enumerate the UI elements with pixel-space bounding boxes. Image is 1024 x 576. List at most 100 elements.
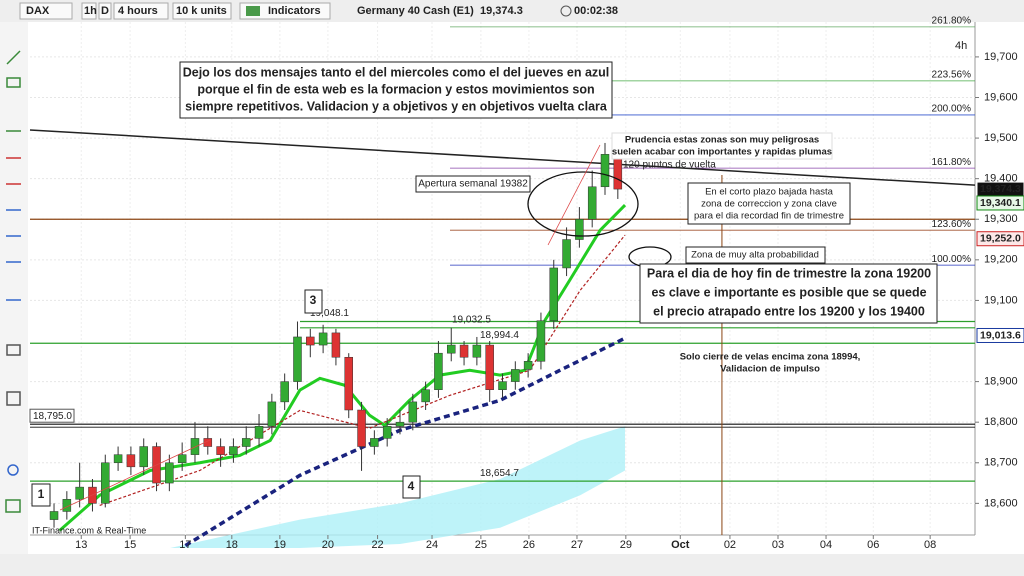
candle-body bbox=[101, 462, 110, 504]
timeframe-select[interactable]: 4 hours bbox=[118, 5, 158, 17]
candle-body bbox=[113, 454, 123, 464]
annotation-box bbox=[687, 182, 851, 225]
level-label: 18,654.7 bbox=[480, 468, 519, 479]
fib-label: 100.00% bbox=[932, 254, 972, 265]
fib-label: 123.60% bbox=[932, 219, 972, 230]
candle-body bbox=[357, 409, 366, 447]
instrument-name: Germany 40 Cash (E1) bbox=[357, 5, 474, 17]
x-tick-label: 25 bbox=[475, 539, 487, 551]
tool-icon[interactable] bbox=[6, 77, 21, 88]
annotation-text: Solo cierre de velas encima zona 18994, bbox=[680, 352, 861, 363]
candle-body bbox=[446, 344, 456, 354]
y-tick-label: 19,200 bbox=[984, 254, 1018, 266]
x-tick-label: 29 bbox=[620, 539, 632, 551]
candle-body bbox=[344, 356, 353, 411]
candle-body bbox=[587, 186, 597, 220]
bottom-toolbar bbox=[0, 554, 1024, 576]
x-tick-label: 06 bbox=[867, 539, 879, 551]
annotation-box bbox=[639, 263, 938, 324]
level-label: 19,048.1 bbox=[310, 308, 349, 319]
y-tick-label: 18,600 bbox=[984, 497, 1018, 509]
candle-body bbox=[511, 369, 520, 382]
x-tick-label: 15 bbox=[124, 539, 136, 551]
candle-body bbox=[523, 361, 533, 370]
y-tick-label: 18,800 bbox=[984, 416, 1018, 428]
annotation-text: suelen acabar con importantes y rapidas … bbox=[612, 147, 832, 158]
clock: 00:02:38 bbox=[574, 5, 618, 17]
highlight-ellipse bbox=[527, 171, 639, 237]
tool-icon[interactable] bbox=[6, 391, 21, 406]
candle-body bbox=[575, 219, 584, 240]
x-tick-label: Oct bbox=[671, 539, 690, 551]
candle-body bbox=[318, 332, 328, 346]
left-tools bbox=[5, 50, 21, 513]
candle-body bbox=[382, 425, 392, 439]
annotation-text: Validacion de impulso bbox=[720, 364, 820, 375]
y-tick-label: 18,900 bbox=[984, 376, 1018, 388]
level-label: 19,032.5 bbox=[452, 314, 491, 325]
annotation-text: Prudencia estas zonas son muy peligrosas bbox=[625, 135, 819, 146]
toolbar-button-frame bbox=[81, 2, 97, 20]
size-select[interactable]: 10 k units bbox=[176, 5, 227, 17]
x-tick-label: 18 bbox=[226, 539, 238, 551]
price-badge-label: 19,340.1 bbox=[980, 197, 1021, 209]
price-badge-label: 19,374.3 bbox=[980, 183, 1021, 195]
x-tick-label: 27 bbox=[571, 539, 583, 551]
annotation-text: 3 bbox=[310, 293, 317, 307]
annotation-box bbox=[611, 132, 833, 160]
level-label: 18,795.0 bbox=[33, 411, 72, 422]
annotation-text: zona de correccion y zona clave bbox=[701, 199, 837, 210]
candle-body bbox=[306, 336, 315, 346]
y-tick-label: 19,100 bbox=[984, 294, 1018, 306]
candle-body bbox=[562, 239, 571, 269]
candle-body bbox=[331, 332, 341, 358]
fib-label: 161.80% bbox=[932, 157, 972, 168]
annotation-box bbox=[685, 246, 826, 264]
timeframe-label: 4h bbox=[955, 40, 967, 52]
annotation-text: siempre repetitivos. Validacion y a obje… bbox=[185, 99, 608, 113]
candle-body bbox=[408, 401, 418, 423]
annotation-text: En el corto plazo bajada hasta bbox=[705, 187, 834, 198]
candle-body bbox=[434, 352, 443, 390]
annotation-text: Para el dia de hoy fin de trimestre la z… bbox=[647, 266, 931, 280]
toolbar-symbol[interactable]: DAX bbox=[26, 5, 50, 17]
candle-body bbox=[165, 462, 174, 484]
annotation-text: Zona de muy alta probabilidad bbox=[691, 250, 819, 261]
tool-icon[interactable] bbox=[5, 499, 21, 513]
candle-body bbox=[75, 486, 84, 500]
candle-body bbox=[126, 454, 136, 468]
price-badge-label: 19,013.6 bbox=[980, 329, 1021, 341]
drawn-line bbox=[547, 144, 601, 246]
annotation-text: Apertura semanal 19382 bbox=[418, 179, 528, 190]
toolbar-button-frame bbox=[98, 2, 112, 20]
tool-icon[interactable] bbox=[7, 464, 19, 476]
tool-icon[interactable] bbox=[6, 50, 21, 65]
candle-body bbox=[241, 438, 251, 447]
y-tick-label: 19,700 bbox=[984, 51, 1018, 63]
candle-body bbox=[600, 154, 610, 188]
x-tick-label: 08 bbox=[924, 539, 936, 551]
price-badge bbox=[976, 195, 1024, 211]
fib-label: 223.56% bbox=[932, 69, 972, 80]
toolbar-button-frame bbox=[19, 2, 73, 20]
candle-body bbox=[190, 438, 200, 455]
candle-body bbox=[216, 446, 225, 455]
y-tick-label: 19,500 bbox=[984, 132, 1018, 144]
x-tick-label: 17 bbox=[179, 539, 191, 551]
data-source: IT-Finance.com & Real-Time bbox=[32, 525, 146, 535]
candle-body bbox=[62, 499, 72, 512]
candle-body bbox=[472, 344, 482, 358]
interval-button[interactable]: 1h bbox=[84, 5, 97, 17]
candle-body bbox=[49, 511, 59, 520]
annotation-text: 4 bbox=[408, 479, 415, 493]
y-tick-label: 18,700 bbox=[984, 457, 1018, 469]
interval-button[interactable]: D bbox=[101, 5, 109, 17]
candle-body bbox=[459, 344, 469, 358]
instrument-price: 19,374.3 bbox=[480, 5, 523, 17]
annotation-box bbox=[179, 61, 613, 119]
annotation-text: 120 puntos de vuelta bbox=[623, 160, 716, 171]
clock-icon bbox=[560, 5, 572, 17]
tool-icon[interactable] bbox=[6, 344, 21, 356]
annotation-text: porque el fin de esta web es la formacio… bbox=[197, 82, 594, 96]
indicators-button[interactable]: Indicators bbox=[268, 5, 321, 17]
